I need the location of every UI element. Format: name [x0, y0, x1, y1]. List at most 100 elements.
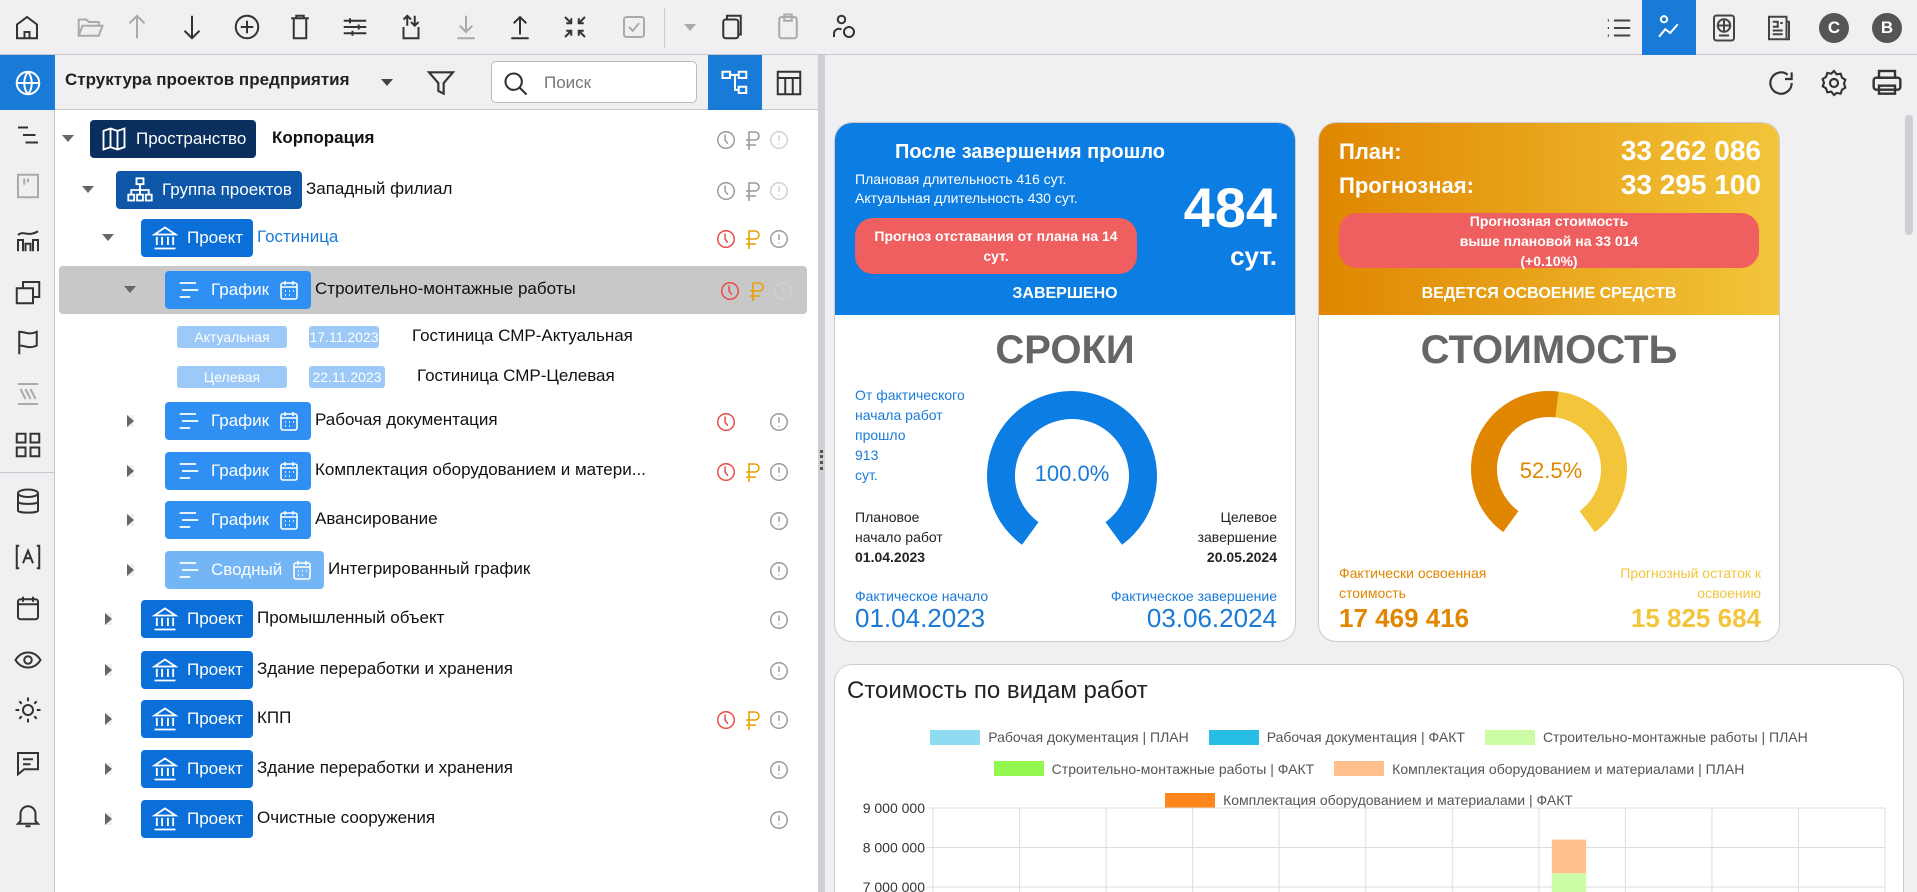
- graf-type-chip[interactable]: График: [165, 501, 312, 539]
- project-type-chip[interactable]: Проект: [141, 600, 253, 638]
- structure-selector[interactable]: Структура проектов предприятия: [65, 70, 350, 90]
- tree-item-name[interactable]: Рабочая документация: [315, 410, 498, 429]
- expand-arrow-icon[interactable]: [127, 564, 134, 576]
- trash-button[interactable]: [278, 5, 322, 49]
- rail-chat[interactable]: [0, 738, 55, 788]
- rail-gantt[interactable]: [0, 110, 55, 160]
- rail-flag[interactable]: [0, 318, 55, 368]
- rail-calendar[interactable]: [0, 583, 55, 633]
- tree-item-name[interactable]: Корпорация: [272, 128, 375, 147]
- version-name[interactable]: Гостиница СМР-Целевая: [417, 366, 615, 385]
- rail-grid[interactable]: [0, 420, 55, 470]
- tree-row[interactable]: График Авансирование: [55, 496, 807, 544]
- tree-item-name[interactable]: Промышленный объект: [257, 608, 445, 627]
- tree-item-name[interactable]: Комплектация оборудованием и матери...: [315, 460, 646, 479]
- move-up-button[interactable]: [498, 5, 542, 49]
- home-button[interactable]: [5, 5, 49, 49]
- tree-row[interactable]: График Комплектация оборудованием и матер…: [55, 447, 807, 495]
- project-type-chip[interactable]: Проект: [141, 651, 253, 689]
- tree-row[interactable]: Проект Промышленный объект: [55, 595, 807, 643]
- analytics-button[interactable]: [1642, 0, 1696, 55]
- sort-button[interactable]: [389, 5, 433, 49]
- tree-row[interactable]: График Рабочая документация: [55, 397, 807, 445]
- expand-arrow-icon[interactable]: [127, 514, 134, 526]
- expand-arrow-icon[interactable]: [127, 415, 134, 427]
- tree-row[interactable]: Проект Здание переработки и хранения: [55, 646, 807, 694]
- refresh-icon[interactable]: [1765, 67, 1797, 99]
- expand-arrow-icon[interactable]: [105, 763, 112, 775]
- legend-item[interactable]: Строительно-монтажные работы | ПЛАН: [1484, 723, 1808, 751]
- tree-row[interactable]: Проект Здание переработки и хранения: [55, 745, 807, 793]
- space-type-chip[interactable]: Пространство: [90, 120, 257, 158]
- legend-item[interactable]: Рабочая документация | ПЛАН: [930, 723, 1189, 751]
- collapse-button[interactable]: [553, 5, 597, 49]
- rail-database[interactable]: [0, 477, 55, 527]
- collapse-arrow-icon[interactable]: [102, 234, 114, 241]
- folder-open-button[interactable]: [68, 5, 112, 49]
- tree-row[interactable]: Проект КПП: [55, 695, 807, 743]
- tree-item-name[interactable]: Строительно-монтажные работы: [315, 279, 576, 298]
- rail-windows[interactable]: [0, 267, 55, 317]
- expand-arrow-icon[interactable]: [105, 664, 112, 676]
- project-type-chip[interactable]: Проект: [141, 700, 253, 738]
- table-view-button[interactable]: [762, 55, 816, 110]
- tree-item-name[interactable]: КПП: [257, 708, 292, 727]
- tree-item-name[interactable]: Авансирование: [315, 509, 438, 528]
- list-button[interactable]: [1592, 0, 1646, 55]
- user-settings-button[interactable]: [822, 5, 866, 49]
- arrow-up-button[interactable]: [115, 5, 159, 49]
- graf-type-chip[interactable]: График: [165, 271, 312, 309]
- tree-row[interactable]: Сводный Интегрированный график: [55, 546, 807, 594]
- legend-item[interactable]: Рабочая документация | ФАКТ: [1208, 723, 1465, 751]
- rail-hatch[interactable]: [0, 369, 55, 419]
- tree-row[interactable]: Актуальная 17.11.2023 Гостиница СМР-Актуал…: [55, 313, 807, 361]
- expand-arrow-icon[interactable]: [127, 465, 134, 477]
- collapse-arrow-icon[interactable]: [62, 135, 74, 142]
- sliders-button[interactable]: [333, 5, 377, 49]
- newspaper-button[interactable]: [1752, 0, 1806, 55]
- graf-type-chip[interactable]: График: [165, 452, 312, 490]
- version-name[interactable]: Гостиница СМР-Актуальная: [412, 326, 633, 345]
- project-type-chip[interactable]: Проект: [141, 750, 253, 788]
- dropdown-button[interactable]: [668, 5, 712, 49]
- legend-item[interactable]: Комплектация оборудованием и материалами…: [1165, 786, 1573, 814]
- scrollbar[interactable]: [1905, 115, 1913, 235]
- svod-type-chip[interactable]: Сводный: [165, 551, 325, 589]
- expand-arrow-icon[interactable]: [105, 713, 112, 725]
- move-down-button[interactable]: [444, 5, 488, 49]
- collapse-arrow-icon[interactable]: [124, 286, 136, 293]
- tree-row[interactable]: Целевая 22.11.2023 Гостиница СМР-Целевая: [55, 353, 807, 401]
- tree-row[interactable]: Проект Гостиница: [55, 214, 807, 262]
- add-circle-button[interactable]: [225, 5, 269, 49]
- tree-item-name[interactable]: Здание переработки и хранения: [257, 758, 514, 777]
- tree-view-button[interactable]: [708, 55, 762, 110]
- settings-icon[interactable]: [1818, 67, 1850, 99]
- chevron-down-icon[interactable]: [381, 79, 393, 86]
- collapse-arrow-icon[interactable]: [82, 186, 94, 193]
- tree-item-name[interactable]: Интегрированный график: [328, 559, 531, 578]
- rail-eye[interactable]: [0, 635, 55, 685]
- tree-item-name[interactable]: Здание переработки и хранения: [257, 659, 514, 678]
- tree-row[interactable]: Проект Очистные сооружения: [55, 795, 807, 843]
- print-icon[interactable]: [1871, 67, 1903, 99]
- filter-icon[interactable]: [425, 67, 457, 99]
- group-type-chip[interactable]: Группа проектов: [116, 171, 302, 209]
- c-badge-button[interactable]: C: [1807, 0, 1861, 55]
- rail-text-field[interactable]: [0, 532, 55, 582]
- project-type-chip[interactable]: Проект: [141, 219, 253, 257]
- paste-button[interactable]: [766, 5, 810, 49]
- arrow-down-button[interactable]: [170, 5, 214, 49]
- tree-item-name[interactable]: Очистные сооружения: [257, 808, 436, 827]
- globe-document-button[interactable]: [1697, 0, 1751, 55]
- expand-arrow-icon[interactable]: [105, 613, 112, 625]
- legend-item[interactable]: Комплектация оборудованием и материалами…: [1334, 755, 1744, 783]
- rail-sun[interactable]: [0, 685, 55, 735]
- search-input[interactable]: Поиск: [491, 61, 697, 103]
- rail-globe[interactable]: [0, 55, 55, 110]
- panel-splitter[interactable]: [818, 55, 825, 892]
- tree-row[interactable]: Группа проектов Западный филиал: [55, 166, 807, 214]
- project-type-chip[interactable]: Проект: [141, 800, 253, 838]
- expand-arrow-icon[interactable]: [105, 813, 112, 825]
- legend-item[interactable]: Строительно-монтажные работы | ФАКТ: [993, 755, 1314, 783]
- tree-item-name[interactable]: Западный филиал: [306, 179, 453, 198]
